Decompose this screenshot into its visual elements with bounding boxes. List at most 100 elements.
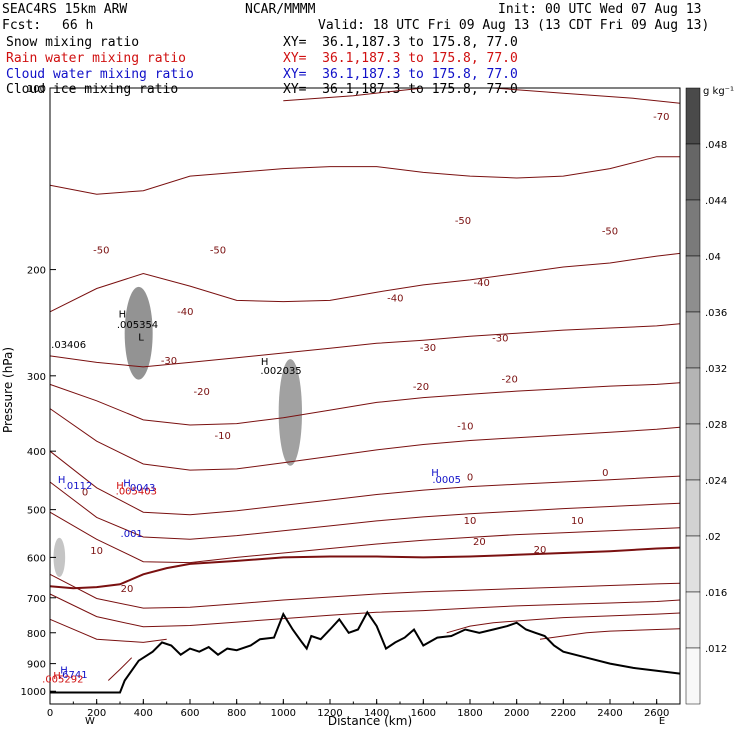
shaded-region-1 <box>278 359 303 466</box>
contour-annotation: .005354 <box>117 320 158 331</box>
field-xy-rain: XY= 36.1,187.3 to 175.8, 77.0 <box>283 51 518 66</box>
colorbar-label: .028 <box>705 420 727 431</box>
colorbar-swatch <box>685 535 701 593</box>
contour-annotation: -20 <box>193 387 209 398</box>
contour-annotation: 20 <box>473 537 486 548</box>
colorbar-swatch <box>685 311 701 369</box>
contour-annotation: .03406 <box>51 340 86 351</box>
contour-annotation: 0 <box>467 472 473 483</box>
contour-annotation: -20 <box>413 382 429 393</box>
contour-annotation: -40 <box>387 294 403 305</box>
contour-annotation: .002035 <box>260 366 301 377</box>
colorbar-label: .036 <box>705 308 727 319</box>
x-tick-label: 1600 <box>411 708 436 719</box>
colorbar-swatch <box>685 367 701 425</box>
isotherm-line-2 <box>49 252 681 313</box>
colorbar-label: .016 <box>705 588 727 599</box>
contour-annotation: H <box>123 479 131 490</box>
x-tick-label: 1800 <box>457 708 482 719</box>
y-tick-label: 900 <box>27 660 46 671</box>
y-tick-label: 200 <box>27 266 46 277</box>
shaded-region-2 <box>53 537 66 578</box>
x-tick-label: 200 <box>87 708 106 719</box>
colorbar-label: .024 <box>705 476 727 487</box>
colorbar-swatch <box>685 255 701 313</box>
plot-frame <box>49 87 681 705</box>
isotherm-line-4 <box>49 382 681 426</box>
y-tick-label: 1000 <box>21 687 46 698</box>
contour-annotation: -10 <box>214 431 230 442</box>
colorbar-swatch <box>685 199 701 257</box>
x-tick-label: 600 <box>180 708 199 719</box>
x-tick-label: 2600 <box>644 708 669 719</box>
contour-annotation: H <box>60 666 68 677</box>
y-tick-label: 100 <box>27 84 46 95</box>
colorbar-swatch <box>685 87 701 145</box>
x-tick-label: 1200 <box>317 708 342 719</box>
contour-annotation: -50 <box>210 245 226 256</box>
colorbar-swatch <box>685 479 701 537</box>
contour-annotation: .0112 <box>64 481 93 492</box>
field-name-cloud-ice: Cloud ice mixing ratio <box>6 82 179 97</box>
contour-annotation: H <box>119 309 127 320</box>
contour-annotation: H <box>58 475 66 486</box>
contour-annotation: .005403 <box>116 487 157 498</box>
x-tick-label: 2000 <box>504 708 529 719</box>
center-label: NCAR/MMMM <box>245 2 316 17</box>
init-time: Init: 00 UTC Wed 07 Aug 13 <box>498 2 702 17</box>
y-tick-label: 700 <box>27 594 46 605</box>
contour-annotation: H <box>431 468 439 479</box>
terrain-line <box>50 610 681 694</box>
x-tick-label: 800 <box>227 708 246 719</box>
contour-annotation: .6741 <box>59 670 88 681</box>
contour-annotation: -70 <box>653 112 669 123</box>
colorbar-label: .04 <box>705 252 721 263</box>
y-tick-label: 300 <box>27 372 46 383</box>
colorbar-swatch <box>685 591 701 649</box>
colorbar-swatch <box>685 647 701 705</box>
isotherm-line-7 <box>49 481 681 540</box>
x-tick-label: 2200 <box>551 708 576 719</box>
y-tick-label: 800 <box>27 629 46 640</box>
x-tick-label: 0 <box>47 708 53 719</box>
contour-annotation: -30 <box>420 343 436 354</box>
x-tick-label: 1000 <box>271 708 296 719</box>
colorbar-label: .012 <box>705 644 727 655</box>
isotherm-line-9 <box>49 573 681 609</box>
colorbar-swatch <box>685 423 701 481</box>
field-xy-cloud-ice: XY= 36.1,187.3 to 175.8, 77.0 <box>283 82 518 97</box>
contour-annotation: 10 <box>464 516 477 527</box>
isotherm-line-10 <box>49 593 681 628</box>
colorbar-swatch <box>685 143 701 201</box>
colorbar-unit: g kg⁻¹ <box>703 86 734 97</box>
field-xy-snow: XY= 36.1,187.3 to 175.8, 77.0 <box>283 35 518 50</box>
contour-annotation: H <box>53 671 61 682</box>
contour-annotation: H <box>261 357 269 368</box>
isotherm-line-5 <box>49 408 681 471</box>
isotherm-line-1 <box>49 156 680 195</box>
y-tick-label: 400 <box>27 447 46 458</box>
isotherm-line-6 <box>49 450 681 516</box>
contour-annotation: 10 <box>571 516 584 527</box>
contour-annotation: -40 <box>177 307 193 318</box>
contour-annotation: 20 <box>534 545 547 556</box>
contour-annotation: 0 <box>82 488 88 499</box>
contour-annotation: -10 <box>457 421 473 432</box>
contour-annotation: -30 <box>161 356 177 367</box>
isotherm-line-0 <box>283 87 681 104</box>
colorbar-label: .02 <box>705 532 721 543</box>
model-title: SEAC4RS 15km ARW <box>2 2 128 17</box>
fcst-label: Fcst: <box>2 18 42 33</box>
field-name-snow: Snow mixing ratio <box>6 35 140 50</box>
y-tick-label: 600 <box>27 553 46 564</box>
isotherm-line-13 <box>539 628 681 640</box>
isotherm-line-11 <box>49 618 167 643</box>
contour-annotation: -20 <box>501 375 517 386</box>
y-axis-label: Pressure (hPa) <box>1 347 15 433</box>
contour-annotation: 0 <box>602 468 608 479</box>
field-xy-cloud-water: XY= 36.1,187.3 to 175.8, 77.0 <box>283 67 518 82</box>
west-label: W <box>85 716 95 727</box>
contour-annotation: -30 <box>492 333 508 344</box>
freezing-level-line <box>49 546 681 590</box>
